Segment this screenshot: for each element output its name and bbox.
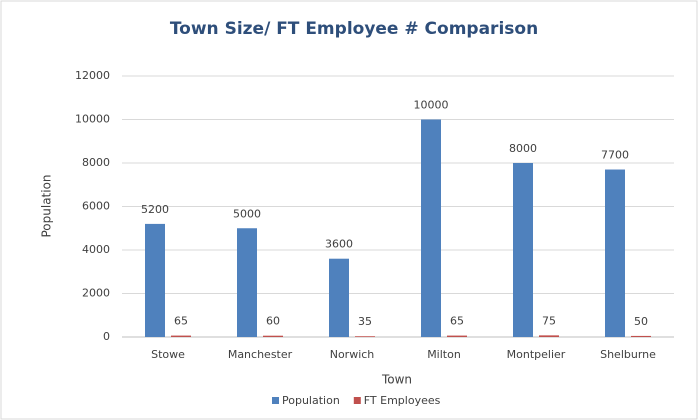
bar <box>237 228 257 337</box>
bar <box>605 169 625 337</box>
y-tick-label: 0 <box>103 330 110 343</box>
x-tick-label: Montpelier <box>507 348 566 361</box>
data-label: 8000 <box>509 142 537 155</box>
data-label: 5000 <box>233 207 261 220</box>
data-label: 50 <box>634 315 648 328</box>
y-tick-label: 8000 <box>82 156 110 169</box>
bar <box>539 335 559 337</box>
legend-swatch <box>272 397 279 404</box>
data-label: 65 <box>174 315 188 328</box>
y-tick-label: 10000 <box>75 113 110 126</box>
data-label: 35 <box>358 315 372 328</box>
y-tick-label: 4000 <box>82 243 110 256</box>
y-tick-label: 12000 <box>75 69 110 82</box>
x-tick-label: Shelburne <box>600 348 656 361</box>
chart-title: Town Size/ FT Employee # Comparison <box>170 19 538 39</box>
bar <box>171 335 191 337</box>
bar <box>513 163 533 337</box>
x-axis-label: Town <box>381 373 412 387</box>
data-label: 60 <box>266 315 280 328</box>
legend-label: FT Employees <box>364 394 441 407</box>
y-tick-label: 6000 <box>82 200 110 213</box>
bar <box>421 119 441 337</box>
y-tick-label: 2000 <box>82 287 110 300</box>
bar <box>355 336 375 337</box>
bar <box>447 335 467 337</box>
data-label: 3600 <box>325 238 353 251</box>
data-label: 65 <box>450 315 464 328</box>
x-tick-label: Norwich <box>330 348 375 361</box>
y-axis-label: Population <box>40 174 54 237</box>
x-tick-label: Milton <box>427 348 461 361</box>
data-label: 75 <box>542 314 556 327</box>
x-tick-label: Stowe <box>151 348 185 361</box>
data-label: 10000 <box>414 99 449 112</box>
bar <box>263 335 283 337</box>
legend-swatch <box>353 397 361 404</box>
bar <box>631 335 651 337</box>
x-tick-label: Manchester <box>228 348 293 361</box>
bar <box>145 223 165 337</box>
legend-label: Population <box>282 394 340 407</box>
bar <box>329 258 349 337</box>
data-label: 7700 <box>601 149 629 162</box>
data-label: 5200 <box>141 203 169 216</box>
